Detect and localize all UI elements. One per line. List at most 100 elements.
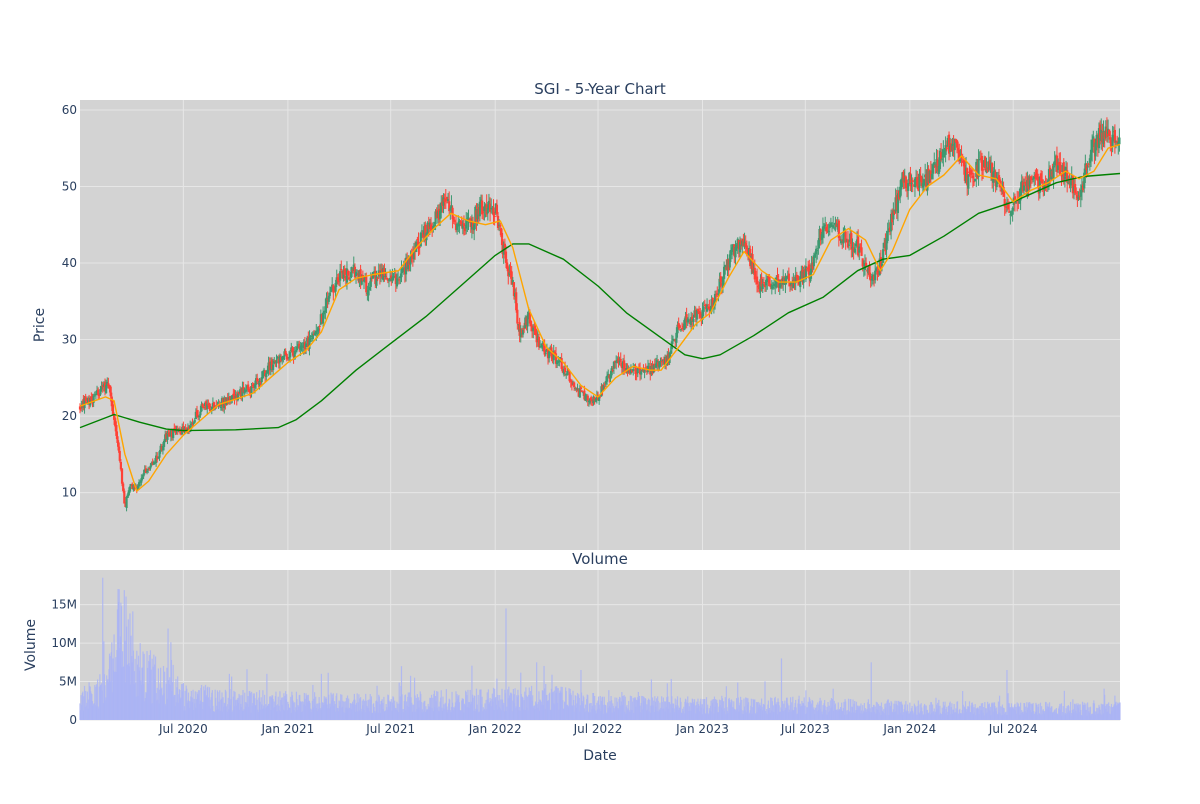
candle-body xyxy=(884,239,887,252)
candle-body xyxy=(197,415,200,418)
candle-body xyxy=(566,371,569,376)
candlestick xyxy=(393,267,396,279)
candlestick xyxy=(1101,123,1104,152)
candle-body xyxy=(1053,160,1056,166)
candlestick xyxy=(531,324,534,338)
candle-body xyxy=(652,365,655,373)
volume-bar xyxy=(279,691,281,720)
candlestick xyxy=(808,259,811,287)
candle-body xyxy=(226,398,229,401)
candle-body xyxy=(1003,198,1006,207)
candlestick xyxy=(458,218,461,234)
candle-body xyxy=(420,230,424,232)
candlestick xyxy=(291,346,294,356)
candlestick xyxy=(274,359,277,367)
candlestick xyxy=(114,416,117,432)
volume-axis-label: Volume xyxy=(23,619,39,671)
candle-body xyxy=(815,248,818,255)
candle-body xyxy=(983,160,986,167)
candle-body xyxy=(87,398,91,404)
candle-body xyxy=(153,462,157,464)
candlestick xyxy=(126,492,129,498)
volume-bar xyxy=(383,696,385,720)
candlestick xyxy=(1016,190,1019,212)
candlestick xyxy=(613,360,617,369)
candlestick xyxy=(759,274,762,299)
candlestick xyxy=(884,233,887,255)
candle-body xyxy=(468,218,471,220)
candle-body xyxy=(123,490,126,504)
candlestick xyxy=(118,446,121,463)
candlestick xyxy=(912,184,915,187)
candlestick xyxy=(707,303,710,310)
volume-bar xyxy=(85,690,87,720)
candle-body xyxy=(985,168,988,173)
candlestick xyxy=(576,383,579,392)
candlestick xyxy=(295,341,299,353)
candlestick xyxy=(763,282,767,292)
candlestick xyxy=(765,274,768,292)
candle-body xyxy=(766,278,769,282)
candle-body xyxy=(557,362,560,364)
volume-bar xyxy=(804,705,806,720)
candlestick xyxy=(694,306,697,323)
candlestick xyxy=(683,318,686,331)
volume-bar xyxy=(1041,706,1043,720)
candle-body xyxy=(469,218,472,227)
candlestick xyxy=(322,306,325,328)
candle-body xyxy=(118,450,121,461)
candlestick xyxy=(638,362,642,381)
volume-bar xyxy=(608,690,610,720)
candlestick xyxy=(172,428,175,441)
candle-body xyxy=(1087,163,1090,165)
candlestick xyxy=(507,265,510,285)
candle-body xyxy=(331,284,334,288)
price-tick-label: 10 xyxy=(62,486,77,500)
candle-body xyxy=(926,169,929,191)
candlestick xyxy=(922,178,926,192)
candlestick xyxy=(688,318,692,328)
volume-bar xyxy=(440,690,442,720)
candlestick xyxy=(209,403,212,412)
candlestick xyxy=(816,247,819,260)
volume-bar xyxy=(750,698,752,720)
candle-body xyxy=(116,436,119,443)
candlestick xyxy=(341,270,344,280)
candle-body xyxy=(232,393,235,396)
candlestick xyxy=(537,333,541,351)
volume-bar xyxy=(544,688,546,720)
candlestick xyxy=(914,169,918,188)
candle-body xyxy=(448,201,451,212)
volume-bar xyxy=(1015,706,1017,720)
candle-body xyxy=(790,281,793,286)
candle-body xyxy=(109,386,112,397)
candle-body xyxy=(224,397,227,406)
candle-body xyxy=(102,383,105,387)
candle-body xyxy=(914,177,918,182)
volume-bar xyxy=(870,662,872,720)
candle-body xyxy=(817,240,820,249)
candle-body xyxy=(332,285,335,293)
candle-body xyxy=(120,468,124,484)
date-tick-label: Jan 2021 xyxy=(260,722,314,736)
candlestick xyxy=(202,405,205,410)
candle-body xyxy=(704,304,708,310)
candle-body xyxy=(1020,180,1023,191)
candle-body xyxy=(1029,176,1032,181)
candlestick xyxy=(1011,206,1014,222)
candlestick xyxy=(1058,152,1061,175)
candle-body xyxy=(759,279,762,292)
candle-body xyxy=(900,179,903,190)
candlestick xyxy=(782,269,785,291)
candle-body xyxy=(1066,170,1069,183)
volume-bar xyxy=(747,702,750,720)
candle-body xyxy=(1080,185,1084,193)
volume-bar xyxy=(1069,701,1072,720)
candlestick xyxy=(335,269,338,288)
candle-body xyxy=(242,386,245,393)
candle-body xyxy=(386,278,389,281)
candlestick xyxy=(523,322,526,333)
candle-body xyxy=(233,393,236,400)
candle-body xyxy=(1102,131,1105,144)
candle-body xyxy=(362,280,366,282)
